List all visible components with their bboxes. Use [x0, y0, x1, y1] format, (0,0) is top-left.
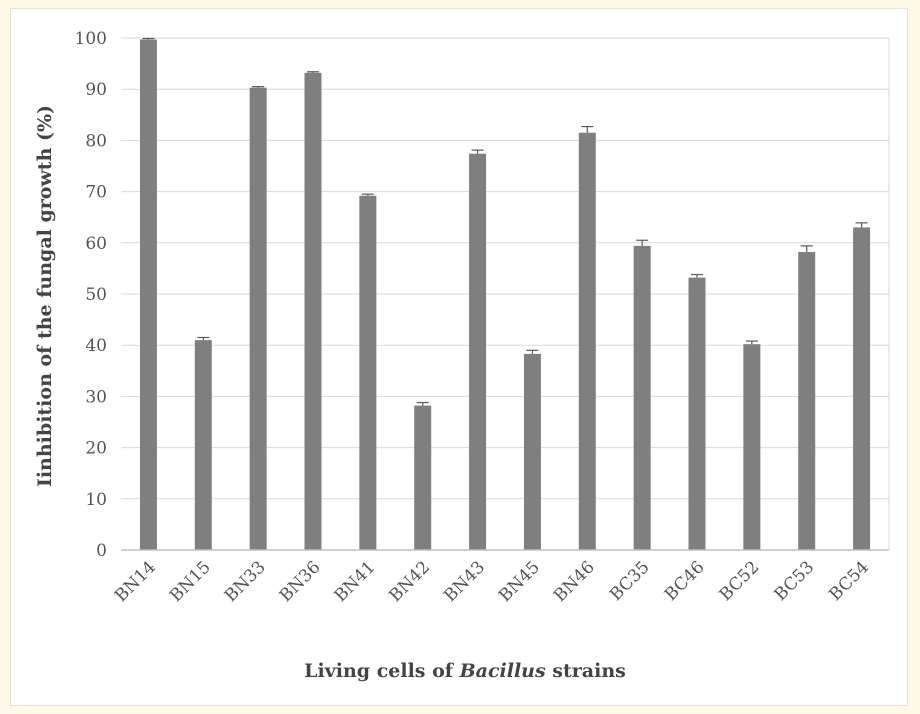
axes — [121, 38, 890, 551]
x-tick-labels: BN14 BN15 BN33 BN36 BN41 BN42 BN43 BN45 BN46 BC35… — [111, 557, 873, 606]
y-tick-label: 40 — [85, 336, 107, 356]
x-axis-title-prefix: Living cells of — [304, 660, 459, 682]
y-tick-label: 90 — [85, 80, 107, 100]
bar-bc46 — [688, 277, 706, 550]
bar-bn36 — [304, 72, 322, 551]
y-tick-label: 20 — [85, 439, 107, 459]
bar-bn42 — [414, 405, 432, 550]
bar-bc54 — [853, 227, 871, 550]
y-tick-label: 70 — [85, 183, 107, 203]
bar-bc52 — [743, 344, 761, 550]
x-tick-label: BC46 — [661, 557, 709, 605]
y-tick-label: 30 — [85, 387, 107, 407]
x-tick-label: BN45 — [495, 557, 544, 606]
x-tick-label: BN36 — [276, 557, 325, 606]
bars — [139, 39, 871, 551]
bar-bn45 — [523, 353, 541, 550]
x-tick-label: BN42 — [385, 557, 434, 606]
x-axis-title-suffix: strains — [546, 660, 626, 682]
y-tick-label: 80 — [85, 131, 107, 151]
bar-bn41 — [359, 195, 377, 551]
bar-bc35 — [633, 245, 651, 550]
x-tick-label: BN43 — [440, 557, 489, 606]
y-tick-label: 100 — [75, 29, 107, 49]
y-tick-labels: 0 10 20 30 40 50 60 70 80 90 100 — [75, 29, 107, 561]
y-tick-label: 10 — [85, 490, 107, 510]
x-tick-label: BN41 — [331, 557, 380, 606]
bar-bn43 — [469, 153, 487, 550]
gridlines — [121, 37, 889, 500]
bar-bn33 — [249, 87, 267, 550]
chart-frame: 0 10 20 30 40 50 60 70 80 90 100 BN14 BN15 BN33 BN36 B… — [10, 8, 908, 706]
x-tick-label: BC35 — [606, 557, 654, 605]
x-tick-label: BC54 — [825, 557, 873, 605]
x-tick-label: BN14 — [111, 557, 160, 606]
bar-bn14 — [139, 39, 157, 550]
y-axis-title: Iinhibition of the fungal growth (%) — [34, 105, 56, 487]
bar-bc53 — [798, 252, 816, 551]
bar-bn15 — [194, 340, 212, 550]
x-tick-label: BC52 — [716, 557, 764, 605]
y-tick-label: 60 — [85, 234, 107, 254]
y-tick-label: 0 — [96, 541, 107, 561]
x-tick-label: BN33 — [221, 557, 270, 606]
x-axis-title-italic: Bacillus — [459, 660, 546, 682]
x-tick-label: BN46 — [550, 557, 599, 606]
x-axis-title: Living cells of Bacillus strains — [304, 660, 626, 682]
y-tick-label: 50 — [85, 285, 107, 305]
bar-bn46 — [578, 132, 596, 550]
x-tick-label: BN15 — [166, 557, 215, 606]
error-bars — [142, 37, 868, 406]
x-tick-label: BC53 — [771, 557, 819, 605]
